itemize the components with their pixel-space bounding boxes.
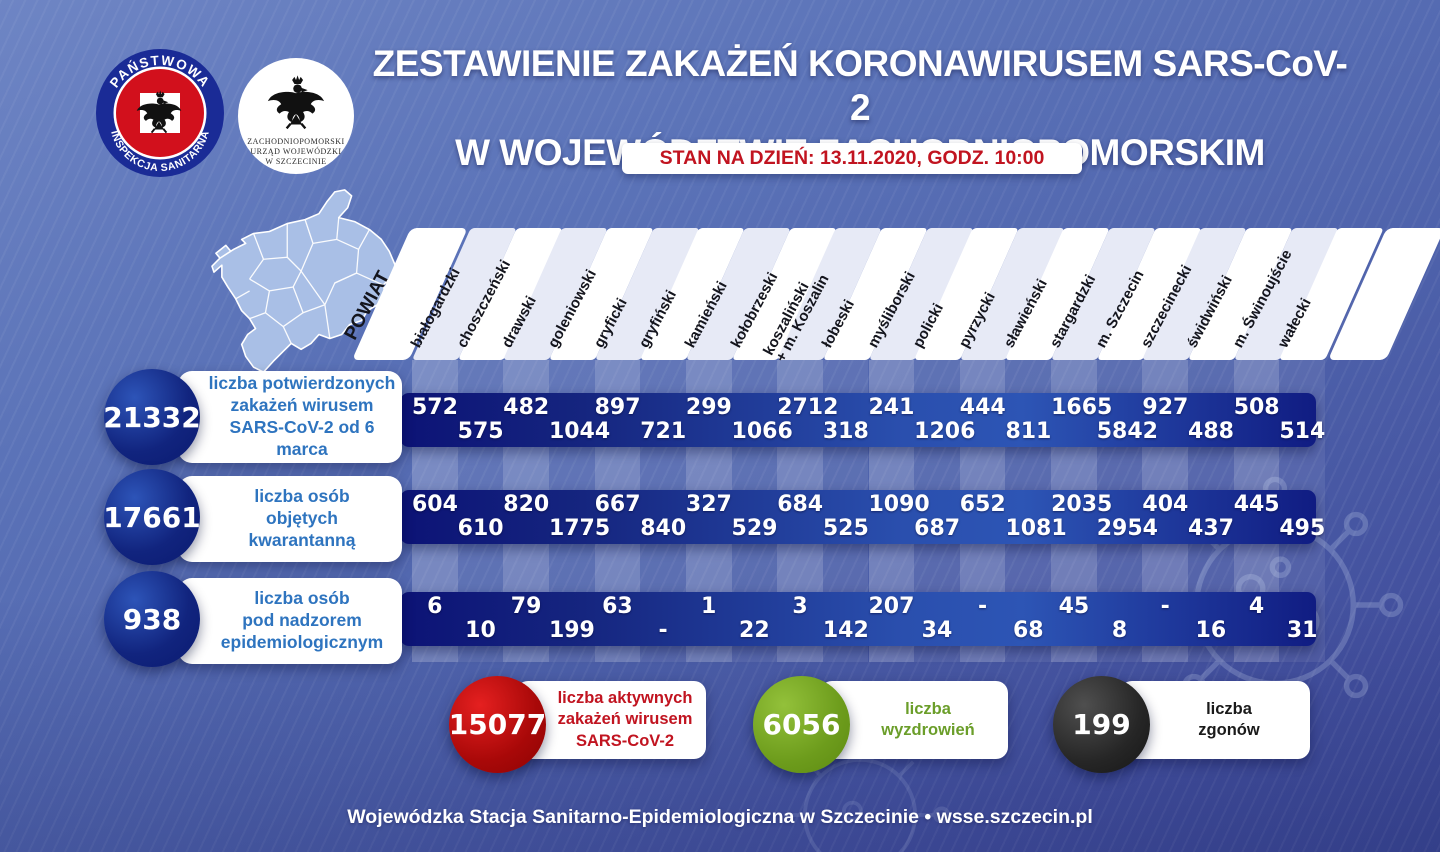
table-value: 142 [822,618,869,643]
office-text-line2: URZĄD WOJEWÓDZKI [250,146,341,156]
table-value: 820 [503,492,550,517]
office-logo: ZACHODNIOPOMORSKI URZĄD WOJEWÓDZKI W SZC… [238,58,354,174]
table-value: 63 [602,594,633,619]
table-value: 2712 [777,395,839,420]
table-value: 840 [640,516,687,541]
table-value: 404 [1142,492,1189,517]
table-value: 721 [640,419,687,444]
table-value: 1665 [1051,395,1113,420]
table-value: 1090 [868,492,930,517]
table-value: 8 [1111,618,1128,643]
table-value: 667 [594,492,641,517]
table-value: 34 [921,618,953,643]
table-value: 684 [777,492,824,517]
table-value: 445 [1233,492,1280,517]
table-value: - [1160,594,1170,619]
table-value: 897 [594,395,641,420]
row-surveillance-bar: 6 10 79 199 63-1 22 3 142 207 34-68 45 8-16 4 31 [400,592,1317,646]
table-value: 318 [822,419,869,444]
table-value: 514 [1279,419,1326,444]
table-value: 299 [685,395,732,420]
table-value: 68 [1012,618,1044,643]
table-value: 575 [457,419,504,444]
row-confirmed-label: liczba potwierdzonych zakażeń wirusem SA… [178,371,402,463]
table-value: 927 [1142,395,1189,420]
row-quarantine-label: liczba osób objętych kwarantanną [178,476,402,562]
active-cases-label: liczba aktywnych zakażeń wirusem SARS-Co… [516,681,706,759]
table-value: - [978,594,988,619]
office-text-line3: W SZCZECINIE [265,157,326,166]
table-value: 199 [548,618,595,643]
table-value: 5842 [1096,419,1158,444]
table-value: 16 [1195,618,1227,643]
table-value: 687 [914,516,961,541]
deaths-badge: 199 [1053,676,1150,773]
table-value: 2954 [1096,516,1158,541]
active-cases-badge: 15077 [449,676,546,773]
table-value: 22 [739,618,770,643]
table-value: 45 [1058,594,1090,619]
table-value: 437 [1188,516,1234,541]
row-confirmed-bar: 572 575 482 1044 897 721 299 1066 2712 318 241 1206… [400,393,1325,447]
table-value: 495 [1279,516,1326,541]
table-value: 525 [822,516,869,541]
office-text-line1: ZACHODNIOPOMORSKI [247,137,344,146]
table-value: 610 [457,516,504,541]
title-line-1: ZESTAWIENIE ZAKAŻEŃ KORONAWIRUSEM SARS-C… [372,43,1348,129]
sanepid-logo: PAŃSTWOWA INSPEKCJA SANITARNA [96,49,224,177]
footer-text: Wojewódzka Stacja Sanitarno-Epidemiologi… [347,806,1093,828]
table-value: 1044 [548,419,611,444]
table-value: 1206 [914,419,976,444]
table-value: 31 [1286,618,1318,643]
table-value: 241 [868,395,915,420]
table-value: 572 [412,395,458,420]
row-surveillance-total-badge: 938 [104,571,200,667]
status-date-banner: STAN NA DZIEŃ: 13.11.2020, GODZ. 10:00 [622,143,1082,174]
table-value: 207 [868,594,915,619]
table-value: 529 [731,516,778,541]
table-value: 811 [1005,419,1052,444]
table-value: 1775 [548,516,611,541]
recovered-badge: 6056 [753,676,850,773]
table-value: 4 [1248,594,1265,619]
table-value: 604 [412,492,458,517]
table-value: 327 [685,492,732,517]
table-value: 488 [1188,419,1234,444]
deaths-label: liczba zgonów [1120,681,1310,759]
table-value: 444 [959,395,1006,420]
map-icon [211,189,396,373]
row-quarantine-total-badge: 17661 [103,469,201,565]
row-confirmed-total-badge: 21332 [103,369,201,465]
recovered-label: liczba wyzdrowień [820,681,1008,759]
row-surveillance-label: liczba osób pod nadzorem epidemiologiczn… [178,578,402,664]
table-value: 1066 [731,419,793,444]
table-value: 3 [792,594,808,619]
table-value: - [658,618,668,643]
table-value: 79 [510,594,542,619]
table-value: 508 [1233,395,1280,420]
table-value: 6 [427,594,443,619]
table-value: 2035 [1051,492,1113,517]
row-quarantine-bar: 604 610 820 1775 667 840 327 529 684 525 1090 687 65… [400,490,1325,544]
table-value: 482 [503,395,550,420]
table-value: 10 [465,618,496,643]
table-value: 652 [959,492,1006,517]
table-value: 1081 [1005,516,1067,541]
table-value: 1 [701,594,717,619]
